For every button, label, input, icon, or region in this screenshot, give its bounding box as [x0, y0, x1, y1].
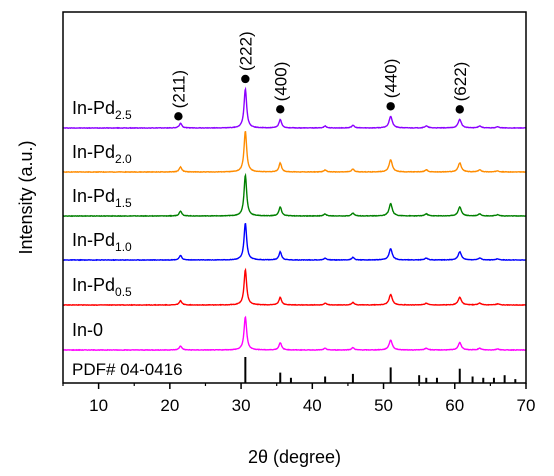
peak-annotations: (211) (222) (400) (440) (622)	[169, 31, 470, 121]
xrd-trace-series	[62, 172, 527, 218]
peak-annotation-label: (622)	[451, 62, 470, 102]
xrd-trace-series	[62, 222, 527, 262]
series-label: In-Pd2.0	[72, 142, 132, 166]
x-tick-label: 60	[445, 396, 464, 415]
reference-pattern: PDF# 04-0416	[72, 357, 517, 383]
x-axis-title: 2θ (degree)	[248, 447, 341, 467]
peak-marker-dot	[174, 112, 183, 121]
x-axis-ticks: 10 20 30 40 50 60 70	[62, 383, 536, 415]
series-labels: In-Pd2.5 In-Pd2.0 In-Pd1.5 In-Pd1.0 In-Pd0.5…	[72, 98, 132, 340]
peak-annotation-label: (400)	[271, 62, 290, 102]
y-axis-title: Intensity (a.u.)	[16, 140, 36, 254]
peak-annotation-label: (222)	[236, 31, 255, 71]
xrd-trace-series	[62, 130, 526, 174]
peak-marker-dot	[241, 74, 250, 84]
series-label: In-Pd0.5	[72, 275, 132, 299]
x-tick-label: 70	[517, 396, 536, 415]
plot-frame	[62, 11, 527, 384]
x-tick-label: 20	[160, 396, 179, 415]
series-label: In-Pd1.0	[72, 230, 132, 254]
peak-annotation-label: (440)	[382, 59, 401, 99]
peak-annotation-label: (211)	[169, 70, 188, 108]
xrd-trace-series	[62, 86, 527, 130]
series-label: In-0	[72, 320, 103, 340]
peak-marker-dot	[276, 105, 285, 114]
xrd-trace-series	[62, 315, 527, 352]
peak-marker-dot	[386, 102, 395, 111]
x-tick-label: 50	[374, 396, 393, 415]
reference-label: PDF# 04-0416	[72, 360, 183, 379]
x-tick-label: 10	[89, 396, 108, 415]
series-label: In-Pd1.5	[72, 186, 132, 210]
x-tick-label: 40	[303, 396, 322, 415]
xrd-traces	[62, 86, 527, 352]
xrd-trace-series	[62, 267, 526, 307]
peak-marker-dot	[455, 105, 464, 114]
series-label: In-Pd2.5	[72, 98, 132, 122]
x-tick-label: 30	[232, 396, 251, 415]
